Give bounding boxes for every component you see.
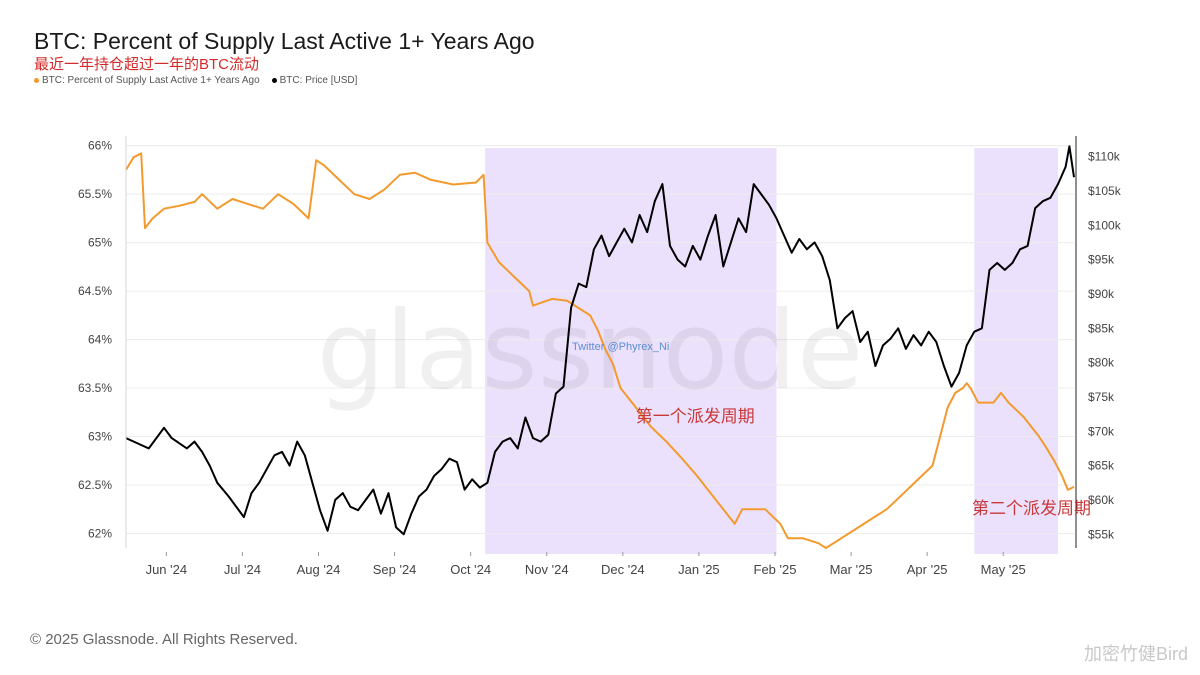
left-axis-tick-label: 64% — [88, 333, 112, 347]
copyright-notice: © 2025 Glassnode. All Rights Reserved. — [30, 631, 298, 648]
legend-item-supply[interactable]: BTC: Percent of Supply Last Active 1+ Ye… — [34, 75, 260, 86]
right-axis-tick-label: $110k — [1088, 150, 1121, 164]
chart-subtitle: 最近一年持仓超过一年的BTC流动 — [34, 56, 260, 73]
left-axis-tick-label: 66% — [88, 139, 112, 153]
shaded-period-2 — [974, 148, 1059, 554]
x-axis-tick-label: Oct '24 — [450, 562, 491, 577]
right-axis-tick-label: $100k — [1088, 218, 1122, 232]
left-axis-tick-label: 64.5% — [78, 284, 112, 298]
x-axis-tick-label: Aug '24 — [297, 562, 341, 577]
shaded-period-1 — [485, 148, 777, 554]
right-axis-tick-label: $105k — [1088, 184, 1122, 198]
x-axis-tick-label: Jul '24 — [224, 562, 261, 577]
shaded-periods — [485, 148, 1059, 554]
x-axis-tick-label: Nov '24 — [525, 562, 569, 577]
x-axis-tick-label: Jan '25 — [678, 562, 720, 577]
left-axis-tick-label: 65.5% — [78, 187, 112, 201]
right-axis-tick-label: $90k — [1088, 287, 1115, 301]
right-axis-tick-label: $75k — [1088, 390, 1115, 404]
legend-label-price: BTC: Price [USD] — [279, 75, 358, 86]
left-axis-tick-label: 65% — [88, 236, 112, 250]
right-axis-tick-label: $85k — [1088, 321, 1115, 335]
chart-title: BTC: Percent of Supply Last Active 1+ Ye… — [34, 28, 535, 54]
legend-dot-supply — [34, 78, 39, 83]
right-axis-tick-label: $80k — [1088, 356, 1115, 370]
gridlines — [126, 145, 1074, 534]
btc-price-line — [125, 145, 1075, 536]
left-axis-tick-label: 63% — [88, 430, 112, 444]
legend-label-supply: BTC: Percent of Supply Last Active 1+ Ye… — [42, 75, 260, 86]
watermark-text: glassnode — [317, 289, 864, 414]
x-axis-tick-label: Jun '24 — [146, 562, 188, 577]
distribution-period-label-1: 第一个派发周期 — [636, 407, 755, 426]
right-axis-tick-label: $60k — [1088, 493, 1115, 507]
right-axis-tick-label: $65k — [1088, 459, 1115, 473]
x-axis-tick-label: Feb '25 — [754, 562, 797, 577]
series-lines — [125, 145, 1075, 549]
legend-dot-price — [271, 78, 277, 83]
left-axis-tick-label: 63.5% — [78, 381, 112, 395]
x-axis-tick-label: Apr '25 — [907, 562, 948, 577]
distribution-period-label-2: 第二个派发周期 — [972, 499, 1091, 518]
credit-watermark: 加密竹健Bird — [1083, 644, 1188, 664]
right-axis-tick-label: $95k — [1088, 253, 1115, 267]
right-axis-tick-label: $55k — [1088, 527, 1115, 541]
axes: 66% 65.5% 65% 64.5% 64% 63.5% 63% 62.5% 62% $110k… — [78, 136, 1122, 577]
left-axis-tick-label: 62% — [88, 526, 112, 540]
left-axis-tick-label: 62.5% — [78, 478, 112, 492]
right-axis-tick-label: $70k — [1088, 424, 1115, 438]
legend: BTC: Percent of Supply Last Active 1+ Ye… — [34, 75, 357, 86]
x-axis-tick-label: Mar '25 — [830, 562, 873, 577]
twitter-tag: Twitter @Phyrex_Ni — [572, 341, 669, 353]
x-axis-tick-label: May '25 — [981, 562, 1026, 577]
supply-percent-line — [125, 152, 1075, 549]
x-axis-tick-label: Sep '24 — [373, 562, 417, 577]
legend-item-price[interactable]: BTC: Price [USD] — [271, 75, 358, 86]
x-axis-tick-label: Dec '24 — [601, 562, 645, 577]
